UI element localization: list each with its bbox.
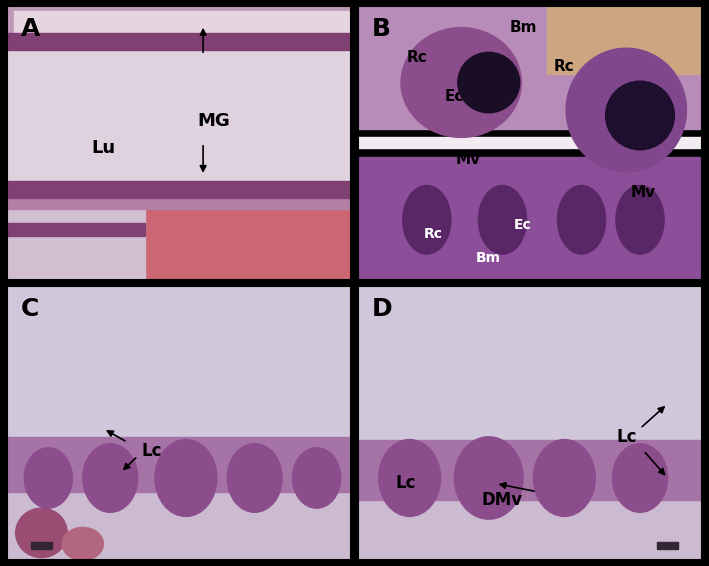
Text: Ec: Ec	[445, 89, 464, 104]
Text: Ec: Ec	[514, 218, 532, 232]
Bar	[31, 542, 52, 550]
Text: D: D	[372, 297, 392, 321]
Bar	[358, 138, 702, 148]
Text: DMv: DMv	[482, 491, 523, 509]
Text: MG: MG	[197, 112, 230, 130]
Bar	[7, 209, 145, 280]
Ellipse shape	[557, 186, 605, 254]
Ellipse shape	[83, 444, 138, 512]
Bar	[7, 492, 351, 560]
Ellipse shape	[227, 444, 282, 512]
Text: N: N	[632, 126, 647, 144]
Bar	[7, 286, 351, 437]
Ellipse shape	[16, 508, 67, 558]
Text: C: C	[21, 297, 39, 321]
Ellipse shape	[616, 186, 664, 254]
Bar	[358, 6, 702, 129]
Bar	[7, 181, 351, 198]
Ellipse shape	[613, 444, 667, 512]
Ellipse shape	[401, 28, 521, 138]
Text: Rc: Rc	[406, 50, 427, 65]
Text: Rc: Rc	[554, 58, 575, 74]
Bar	[7, 6, 351, 55]
Text: N: N	[481, 87, 496, 105]
Text: Lu: Lu	[91, 139, 116, 157]
Text: B: B	[372, 16, 391, 41]
Text: Rc: Rc	[424, 226, 443, 241]
Bar	[7, 198, 351, 209]
Bar	[7, 33, 351, 50]
Ellipse shape	[479, 186, 527, 254]
Bar	[358, 500, 702, 560]
Bar	[358, 286, 702, 445]
Ellipse shape	[293, 448, 340, 508]
Text: Bm: Bm	[476, 251, 501, 265]
Text: Mv: Mv	[631, 185, 656, 200]
Bar	[7, 50, 351, 181]
Ellipse shape	[566, 48, 686, 171]
Text: A: A	[21, 16, 40, 41]
Bar	[358, 157, 702, 280]
Ellipse shape	[533, 440, 596, 516]
Bar	[358, 440, 702, 500]
Bar	[14, 11, 351, 38]
Bar	[145, 209, 351, 280]
Ellipse shape	[155, 440, 217, 516]
Bar	[7, 222, 145, 236]
Ellipse shape	[403, 186, 451, 254]
Bar	[547, 6, 702, 74]
Ellipse shape	[24, 448, 72, 508]
Text: Lc: Lc	[396, 474, 416, 492]
Text: Lc: Lc	[141, 441, 162, 460]
Bar	[7, 437, 351, 492]
Ellipse shape	[379, 440, 440, 516]
Text: Lc: Lc	[616, 428, 637, 446]
Ellipse shape	[458, 52, 520, 113]
Ellipse shape	[62, 528, 104, 560]
Bar	[657, 542, 678, 550]
Text: Mv: Mv	[455, 152, 481, 167]
Ellipse shape	[454, 437, 523, 519]
Text: Bm: Bm	[509, 20, 537, 35]
Ellipse shape	[605, 81, 674, 150]
